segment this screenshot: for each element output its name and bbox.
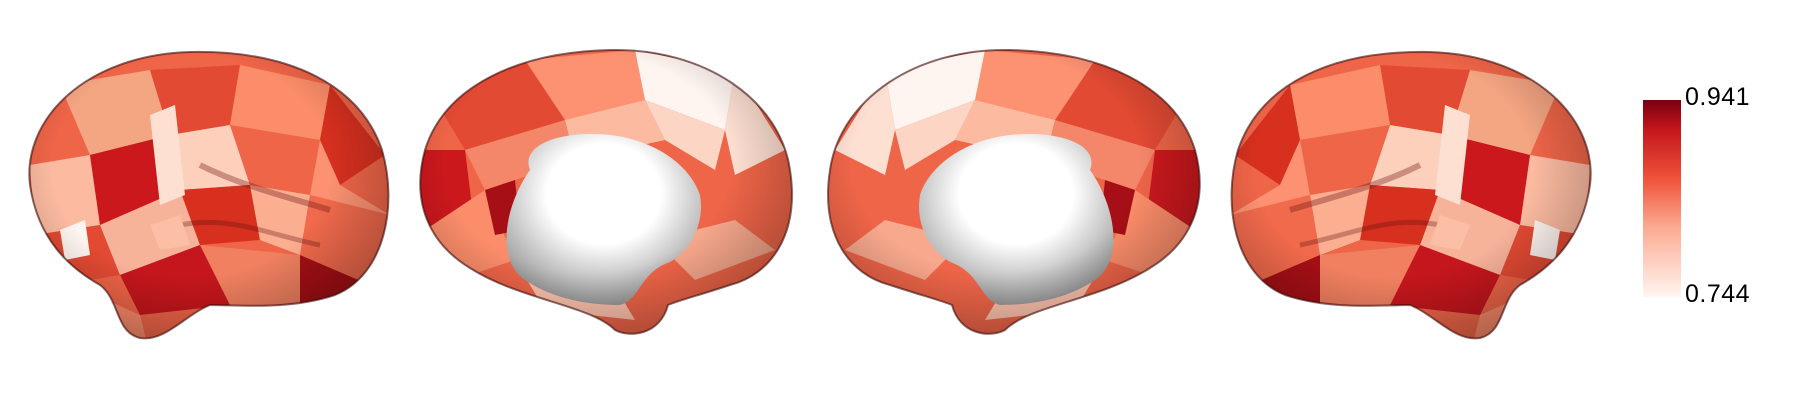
brain-left-medial [420, 49, 792, 334]
brain-right-lateral [1231, 51, 1591, 339]
colorbar-max-label: 0.941 [1685, 83, 1751, 111]
brain-right-medial [828, 49, 1200, 334]
colorbar [1643, 100, 1681, 297]
colorbar-min-label: 0.744 [1685, 280, 1751, 308]
brain-left-lateral [29, 51, 389, 339]
